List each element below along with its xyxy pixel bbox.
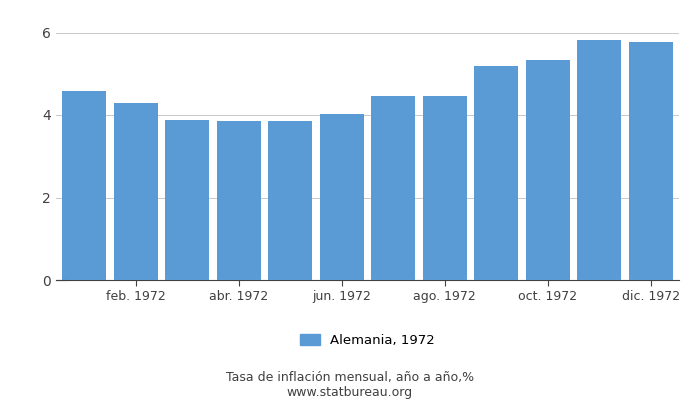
Bar xyxy=(62,92,106,280)
Legend: Alemania, 1972: Alemania, 1972 xyxy=(300,334,435,347)
Bar xyxy=(526,60,570,280)
Text: www.statbureau.org: www.statbureau.org xyxy=(287,386,413,399)
Bar xyxy=(217,121,260,280)
Bar xyxy=(629,42,673,280)
Bar xyxy=(165,120,209,280)
Text: Tasa de inflación mensual, año a año,%: Tasa de inflación mensual, año a año,% xyxy=(226,372,474,384)
Bar xyxy=(268,121,312,280)
Bar xyxy=(475,66,518,280)
Bar xyxy=(423,96,467,280)
Bar xyxy=(372,96,415,280)
Bar xyxy=(320,114,363,280)
Bar xyxy=(114,103,158,280)
Bar xyxy=(578,40,621,280)
